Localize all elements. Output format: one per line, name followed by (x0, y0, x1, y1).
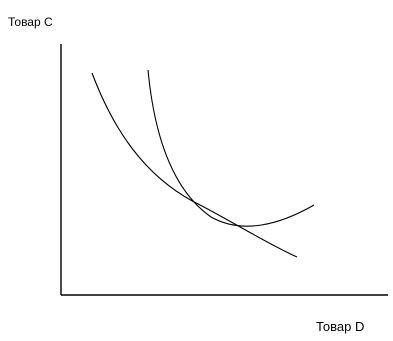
curve-rising (147, 69, 315, 227)
y-axis-label: Товар C (8, 15, 53, 29)
curve-steep (91, 72, 298, 258)
x-axis-label: Товар D (316, 319, 365, 334)
